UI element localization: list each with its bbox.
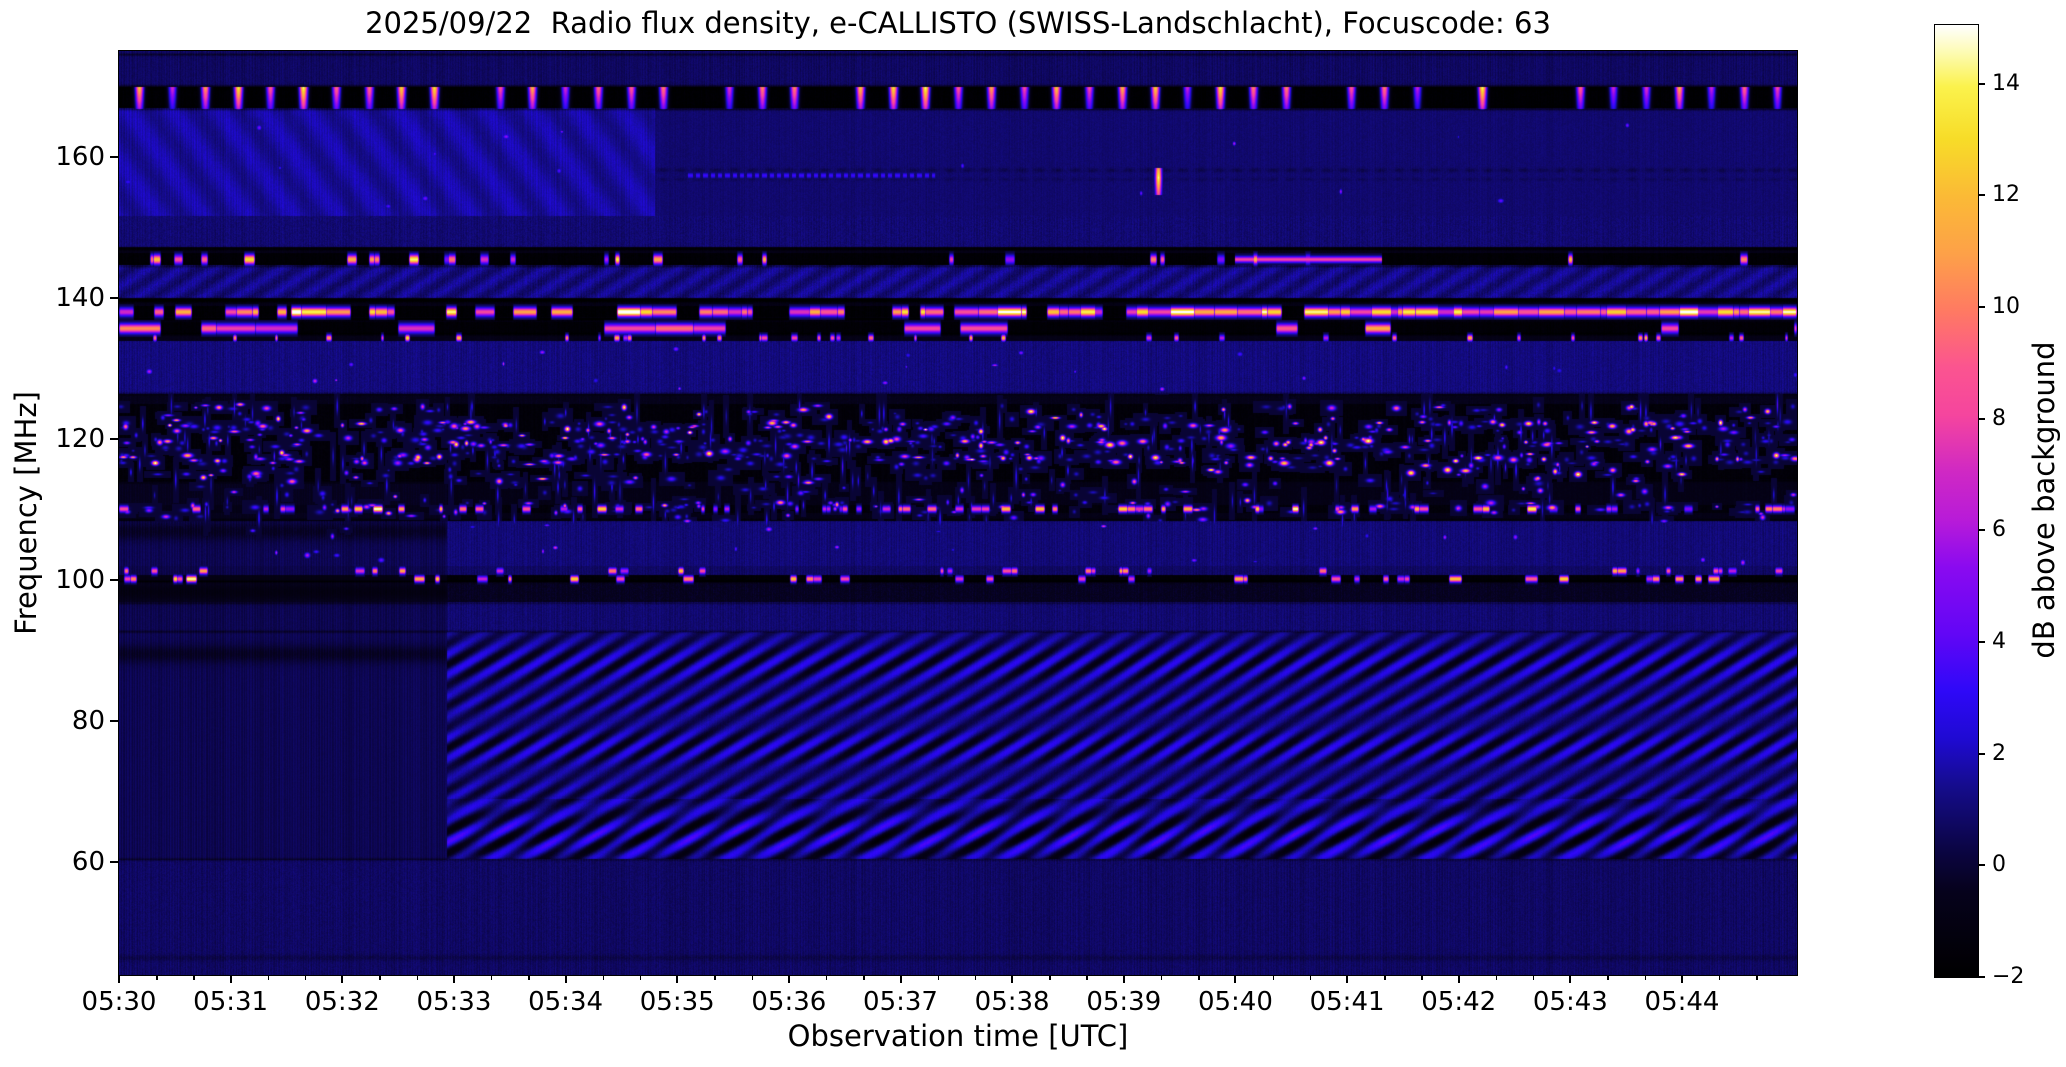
x-tick-mark [564, 975, 567, 983]
colorbar-tick-label: 0 [1992, 852, 2006, 878]
chart-title: 2025/09/22 Radio flux density, e-CALLIST… [365, 6, 1551, 40]
x-tick-label: 05:41 [1309, 987, 1385, 1017]
x-minor-tick-mark [1495, 975, 1498, 980]
x-minor-tick-mark [1198, 975, 1200, 980]
colorbar-tick-label: 14 [1992, 70, 2020, 96]
x-minor-tick-mark [639, 975, 642, 980]
colorbar-label: dB above background [2027, 341, 2061, 659]
colorbar-tick-label: 10 [1992, 293, 2020, 319]
x-tick-mark [787, 975, 790, 983]
x-tick-label: 05:40 [1197, 987, 1273, 1017]
x-tick-mark [1234, 975, 1237, 983]
x-tick-label: 05:34 [528, 987, 604, 1017]
colorbar-tick-label: 12 [1992, 182, 2020, 208]
y-tick-mark [110, 438, 119, 441]
y-tick-mark [110, 156, 119, 159]
x-minor-tick-mark [714, 975, 716, 980]
x-minor-tick-mark [1309, 975, 1312, 980]
x-minor-tick-mark [863, 975, 865, 980]
x-tick-mark [452, 975, 455, 983]
x-minor-tick-mark [1756, 975, 1758, 980]
x-tick-label: 05:39 [1086, 987, 1162, 1017]
plot-area [118, 50, 1798, 976]
x-minor-tick-mark [491, 975, 493, 980]
x-minor-tick-mark [1607, 975, 1609, 980]
x-tick-label: 05:30 [81, 987, 157, 1017]
x-minor-tick-mark [1049, 975, 1051, 980]
colorbar-tick-label: 8 [1992, 405, 2006, 431]
x-minor-tick-mark [1421, 975, 1423, 980]
x-tick-label: 05:42 [1421, 987, 1497, 1017]
colorbar-tick-mark [1978, 82, 1985, 85]
y-tick-label: 120 [55, 424, 105, 455]
x-tick-mark [1569, 975, 1572, 983]
x-minor-tick-mark [937, 975, 940, 980]
x-tick-mark [899, 975, 902, 983]
colorbar-tick-mark [1978, 194, 1985, 197]
colorbar-tick-mark [1978, 305, 1985, 308]
x-minor-tick-mark [1272, 975, 1274, 980]
y-tick-mark [110, 720, 119, 723]
x-tick-label: 05:44 [1644, 987, 1720, 1017]
colorbar-tick-mark [1978, 976, 1985, 978]
x-minor-tick-mark [193, 975, 195, 980]
y-tick-label: 80 [71, 706, 105, 737]
colorbar-tick-label: 2 [1992, 740, 2006, 766]
colorbar-tick-mark [1978, 640, 1985, 643]
x-tick-mark [118, 975, 120, 983]
x-minor-tick-mark [751, 975, 753, 980]
y-tick-mark [110, 297, 119, 300]
x-tick-label: 05:32 [304, 987, 380, 1017]
colorbar-tick-mark [1978, 417, 1985, 420]
x-minor-tick-mark [267, 975, 270, 980]
x-minor-tick-mark [1644, 975, 1647, 980]
x-minor-tick-mark [1533, 975, 1535, 980]
x-minor-tick-mark [416, 975, 419, 980]
x-tick-mark [1122, 975, 1125, 983]
x-minor-tick-mark [826, 975, 828, 980]
x-minor-tick-mark [602, 975, 605, 980]
x-minor-tick-mark [1160, 975, 1163, 980]
x-tick-mark [1681, 975, 1683, 983]
x-axis-label: Observation time [UTC] [787, 1019, 1129, 1053]
x-minor-tick-mark [156, 975, 158, 980]
colorbar-tick-mark [1978, 529, 1985, 532]
x-tick-mark [229, 975, 232, 983]
y-tick-label: 140 [55, 283, 105, 314]
x-tick-label: 05:38 [974, 987, 1050, 1017]
x-tick-mark [341, 975, 344, 983]
x-tick-label: 05:37 [863, 987, 938, 1017]
x-tick-label: 05:31 [193, 987, 269, 1017]
x-tick-label: 05:33 [416, 987, 492, 1017]
y-tick-label: 60 [71, 847, 105, 878]
x-minor-tick-mark [1384, 975, 1386, 980]
x-minor-tick-mark [379, 975, 381, 980]
x-tick-mark [1011, 975, 1014, 983]
y-tick-label: 100 [55, 565, 105, 596]
x-minor-tick-mark [974, 975, 977, 980]
spectrogram-heatmap [119, 51, 1797, 975]
x-minor-tick-mark [305, 975, 307, 980]
y-tick-label: 160 [55, 142, 105, 173]
colorbar-tick-mark [1978, 752, 1985, 755]
y-tick-mark [110, 861, 119, 864]
colorbar-tick-label: 4 [1992, 628, 2006, 654]
x-minor-tick-mark [528, 975, 530, 980]
x-tick-label: 05:35 [639, 987, 715, 1017]
x-tick-mark [1346, 975, 1349, 983]
colorbar-tick-mark [1978, 864, 1985, 867]
x-tick-label: 05:36 [751, 987, 827, 1017]
x-minor-tick-mark [1086, 975, 1088, 980]
x-tick-mark [1457, 975, 1460, 983]
x-minor-tick-mark [1719, 975, 1721, 980]
x-tick-label: 05:43 [1532, 987, 1608, 1017]
x-tick-mark [676, 975, 679, 983]
colorbar [1934, 24, 1979, 978]
colorbar-tick-label: −2 [1992, 964, 2025, 989]
colorbar-tick-label: 6 [1992, 517, 2006, 543]
y-tick-mark [110, 579, 119, 582]
